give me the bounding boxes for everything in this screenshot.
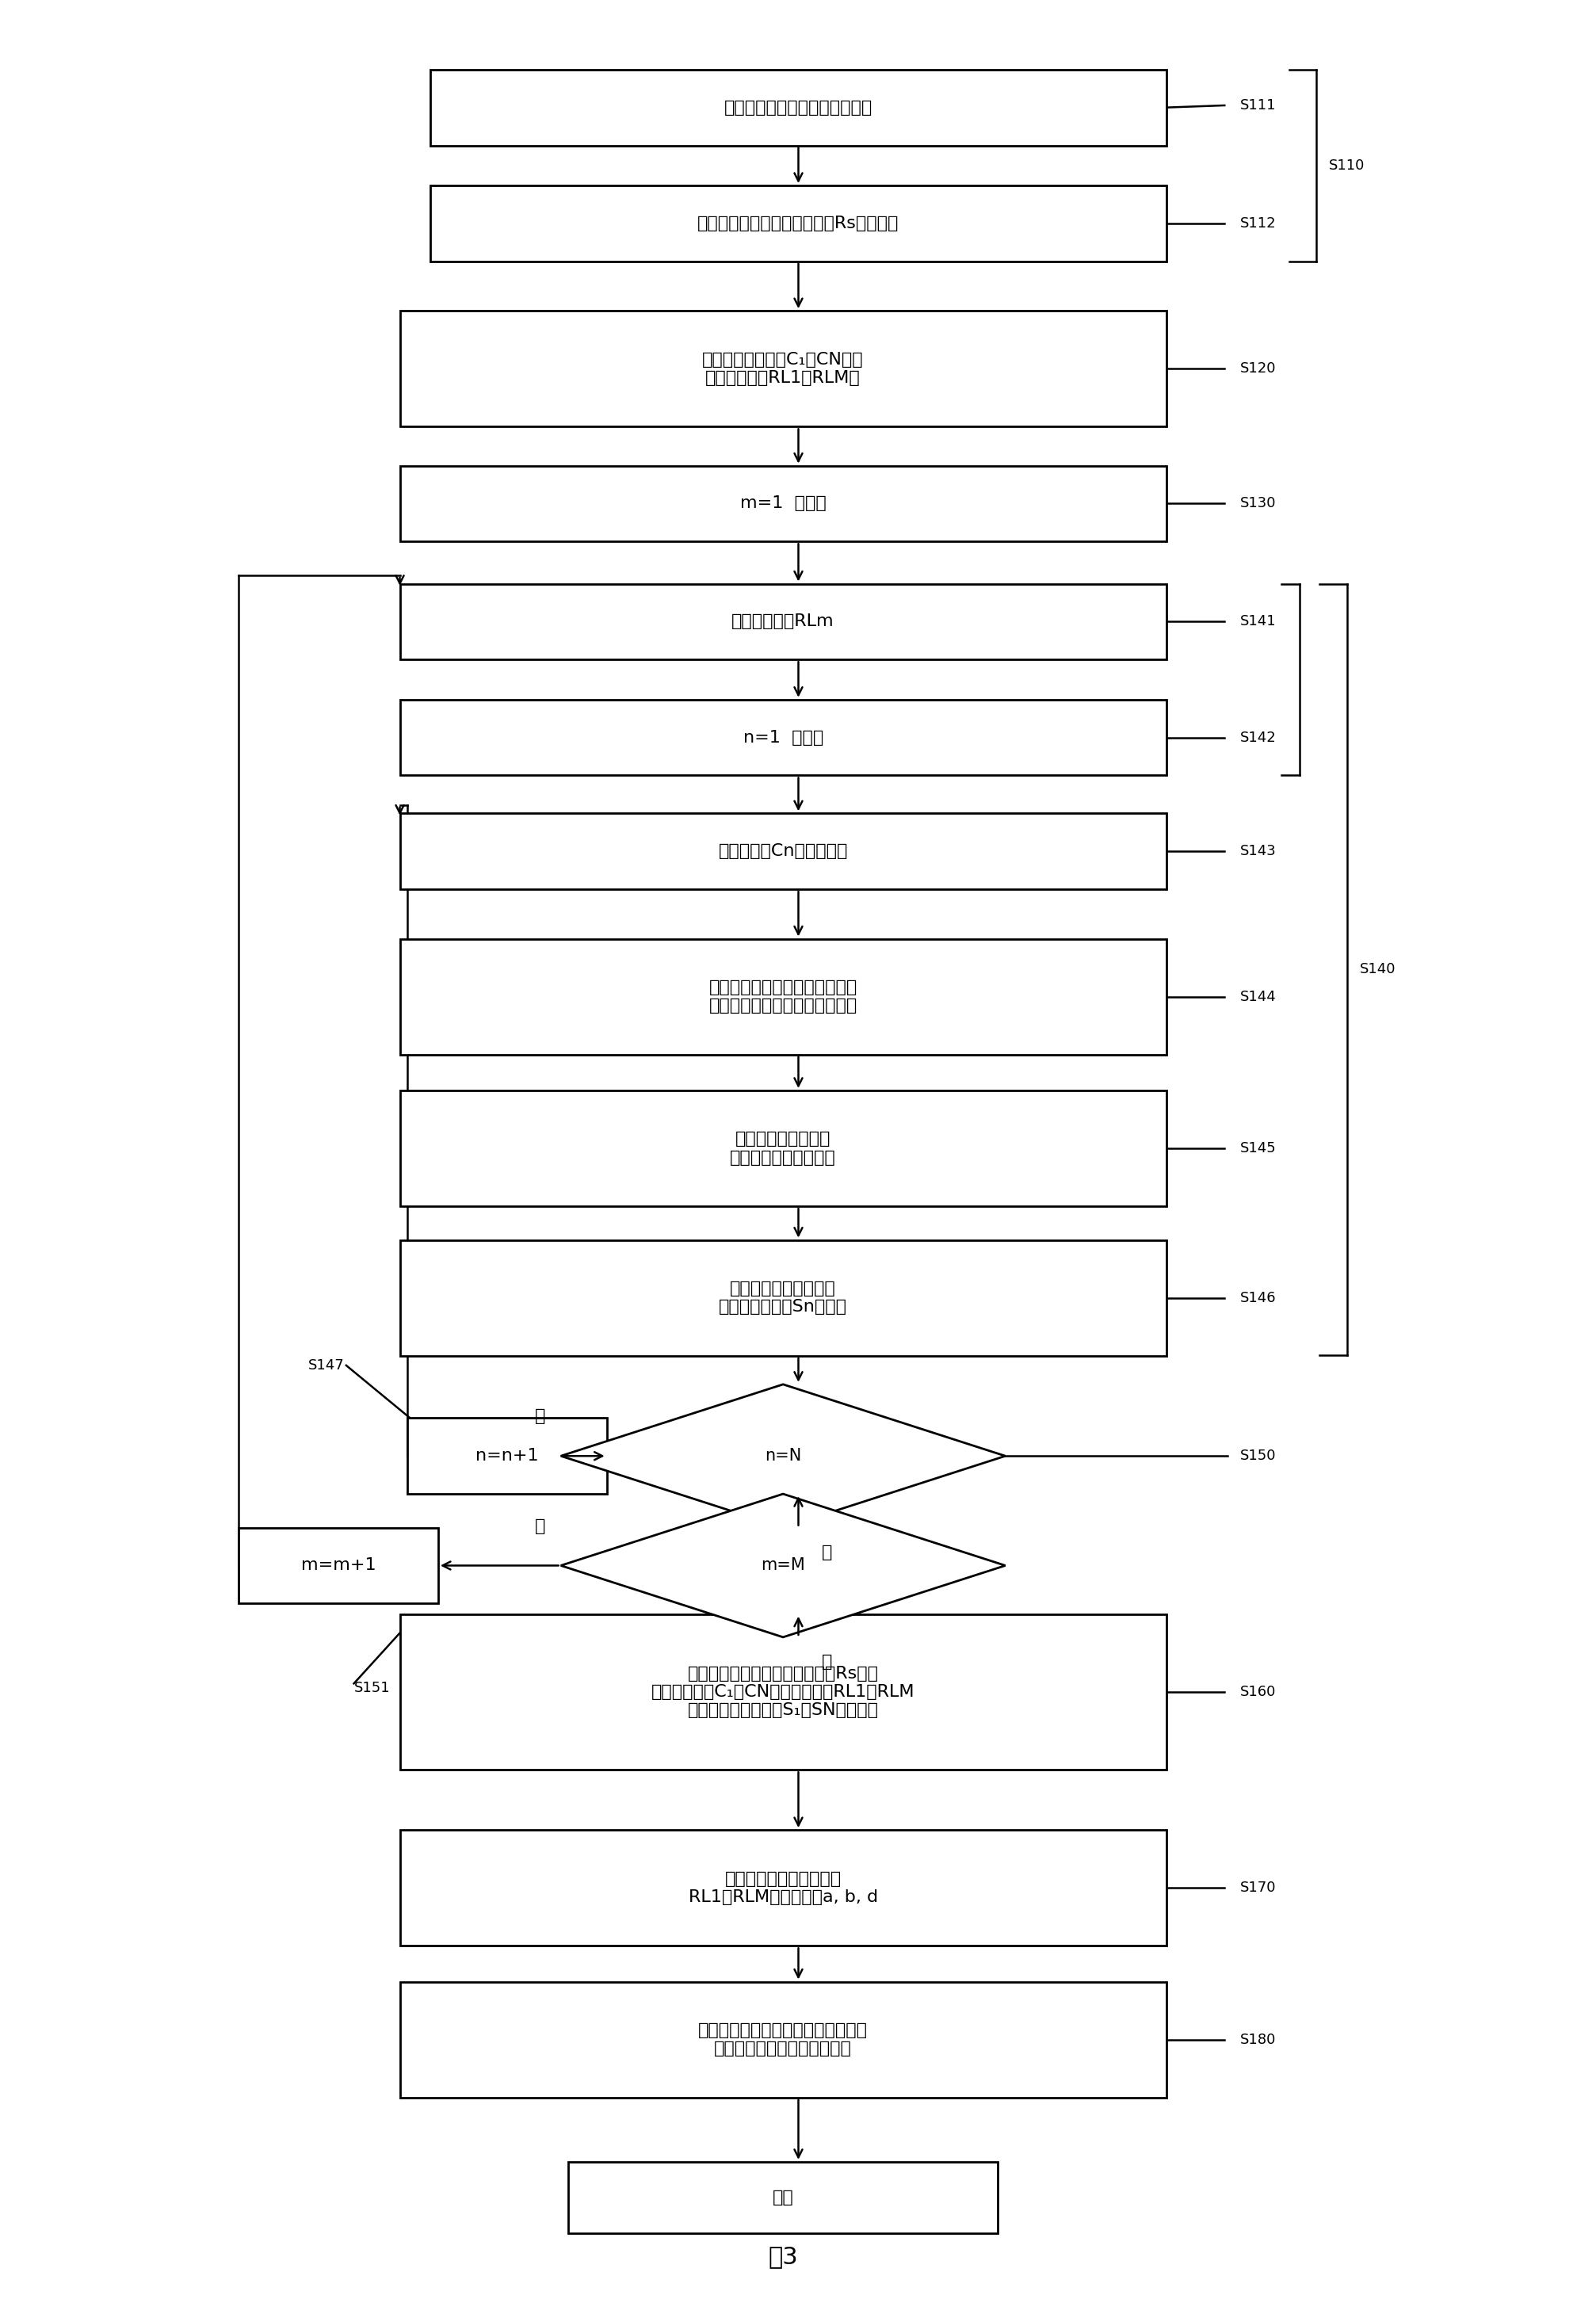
FancyBboxPatch shape bbox=[399, 813, 1165, 889]
Text: S130: S130 bbox=[1238, 497, 1275, 511]
Text: 储存标准气体浓度C₁～CN值，
储存负荷电阻RL1～RLM值: 储存标准气体浓度C₁～CN值， 储存负荷电阻RL1～RLM值 bbox=[702, 351, 863, 385]
Text: m=M: m=M bbox=[761, 1558, 804, 1574]
Text: 注入浓度为Cn的标准气体: 注入浓度为Cn的标准气体 bbox=[718, 843, 847, 859]
FancyBboxPatch shape bbox=[399, 1240, 1165, 1356]
Text: S170: S170 bbox=[1238, 1881, 1275, 1895]
FancyBboxPatch shape bbox=[568, 2162, 998, 2234]
Text: 否: 否 bbox=[535, 1409, 546, 1423]
Text: S140: S140 bbox=[1358, 961, 1395, 975]
Text: S111: S111 bbox=[1238, 98, 1275, 111]
Text: 图3: 图3 bbox=[768, 2245, 798, 2269]
Text: 否: 否 bbox=[535, 1519, 546, 1535]
Text: S144: S144 bbox=[1238, 989, 1275, 1003]
Polygon shape bbox=[560, 1384, 1005, 1528]
Text: 测量每间隔一定时间对应于气体
传感器的负荷电阻两端输出电压: 测量每间隔一定时间对应于气体 传感器的负荷电阻两端输出电压 bbox=[709, 980, 857, 1015]
Text: S110: S110 bbox=[1328, 158, 1365, 172]
Text: S146: S146 bbox=[1238, 1291, 1275, 1305]
Text: S145: S145 bbox=[1238, 1140, 1275, 1156]
FancyBboxPatch shape bbox=[399, 583, 1165, 659]
Text: S142: S142 bbox=[1238, 731, 1275, 745]
FancyBboxPatch shape bbox=[399, 1830, 1165, 1946]
Text: 找出每个气体传感器的
最大电压变动率Sn并储存: 找出每个气体传感器的 最大电压变动率Sn并储存 bbox=[718, 1282, 847, 1314]
FancyBboxPatch shape bbox=[399, 467, 1165, 541]
Text: S141: S141 bbox=[1238, 615, 1275, 629]
Text: n=n+1: n=n+1 bbox=[476, 1449, 538, 1463]
Text: S180: S180 bbox=[1238, 2032, 1275, 2046]
FancyBboxPatch shape bbox=[399, 311, 1165, 427]
FancyBboxPatch shape bbox=[239, 1528, 437, 1605]
Text: 分析气体传感器输出特性及评价功能
或作为气体浓度测量装置使用: 分析气体传感器输出特性及评价功能 或作为气体浓度测量装置使用 bbox=[697, 2022, 868, 2057]
FancyBboxPatch shape bbox=[399, 699, 1165, 776]
Text: n=1  初始化: n=1 初始化 bbox=[742, 729, 824, 745]
Text: 计算每个气体传感器
输出电压的电压变动率: 计算每个气体传感器 输出电压的电压变动率 bbox=[729, 1131, 836, 1166]
Text: S143: S143 bbox=[1238, 845, 1275, 859]
FancyBboxPatch shape bbox=[399, 1614, 1165, 1769]
Text: 是: 是 bbox=[820, 1544, 832, 1560]
FancyBboxPatch shape bbox=[431, 70, 1165, 146]
Text: S112: S112 bbox=[1238, 216, 1275, 230]
Text: m=m+1: m=m+1 bbox=[302, 1558, 375, 1574]
Polygon shape bbox=[560, 1493, 1005, 1637]
Text: 开始提取气体传感器的输出特性: 开始提取气体传感器的输出特性 bbox=[725, 100, 871, 116]
Text: 获取对应于每个负荷电阻
RL1～RLM的特性常数a, b, d: 获取对应于每个负荷电阻 RL1～RLM的特性常数a, b, d bbox=[688, 1872, 878, 1904]
Text: S150: S150 bbox=[1238, 1449, 1275, 1463]
Text: 结束: 结束 bbox=[772, 2190, 793, 2206]
Text: 是: 是 bbox=[820, 1653, 832, 1670]
FancyBboxPatch shape bbox=[431, 186, 1165, 262]
Text: 制作对应于气体传感器内部电阻Rs值、
标准气体浓度C₁～CN值及负荷电阻RL1～RLM
值的最大电压变动率S₁～SN的数据表: 制作对应于气体传感器内部电阻Rs值、 标准气体浓度C₁～CN值及负荷电阻RL1～… bbox=[651, 1665, 915, 1718]
Text: 指定负荷电阻RLm: 指定负荷电阻RLm bbox=[731, 613, 835, 629]
Text: S120: S120 bbox=[1238, 362, 1275, 376]
Text: n=N: n=N bbox=[764, 1449, 801, 1463]
FancyBboxPatch shape bbox=[399, 938, 1165, 1054]
Text: S151: S151 bbox=[354, 1681, 389, 1695]
Text: 测量每个气体传感器内部电阻Rs，并储存: 测量每个气体传感器内部电阻Rs，并储存 bbox=[697, 216, 899, 232]
Text: S160: S160 bbox=[1238, 1686, 1275, 1700]
Text: m=1  初始化: m=1 初始化 bbox=[739, 495, 825, 511]
FancyBboxPatch shape bbox=[399, 1981, 1165, 2097]
FancyBboxPatch shape bbox=[399, 1091, 1165, 1207]
FancyBboxPatch shape bbox=[407, 1419, 606, 1493]
Text: S147: S147 bbox=[308, 1358, 345, 1372]
